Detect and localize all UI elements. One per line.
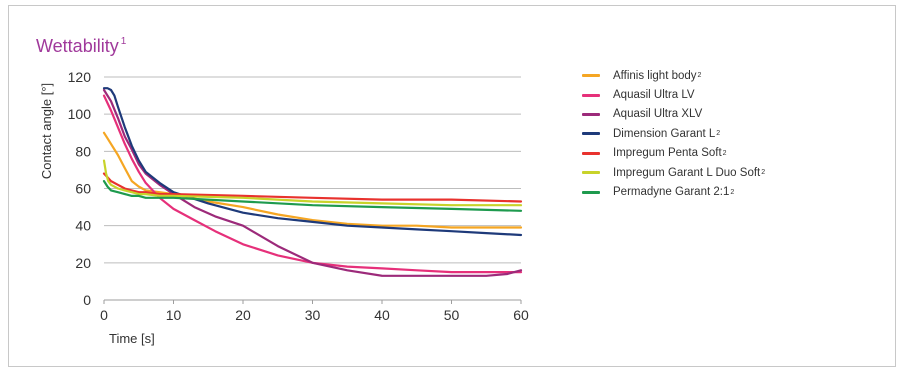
- legend-item: Impregum Garant L Duo Soft 2: [582, 163, 765, 182]
- y-tick-label: 40: [75, 218, 91, 234]
- legend-item: Aquasil Ultra XLV: [582, 105, 765, 124]
- legend-item: Affinis light body 2: [582, 66, 765, 85]
- x-tick-label: 10: [166, 307, 182, 323]
- legend-label: Permadyne Garant 2:1: [613, 186, 730, 199]
- x-tick-label: 30: [305, 307, 321, 323]
- series-line-3: [102, 87, 523, 237]
- legend-item: Impregum Penta Soft 2: [582, 144, 765, 163]
- legend-label: Aquasil Ultra LV: [613, 89, 695, 102]
- legend-footnote: 2: [722, 149, 727, 157]
- chart-title-footnote: 1: [120, 36, 127, 47]
- legend-swatch: [582, 93, 600, 97]
- x-tick-label: 20: [235, 307, 251, 323]
- y-axis-label: Contact angle [°]: [39, 83, 54, 179]
- chart-frame: [8, 5, 896, 367]
- series-line-4: [102, 172, 523, 203]
- x-tick-label: 60: [513, 307, 529, 323]
- legend-footnote: 2: [697, 72, 702, 80]
- series-line-5: [102, 159, 523, 207]
- y-tick-label: 0: [83, 292, 91, 308]
- y-tick-label: 80: [75, 143, 91, 159]
- y-tick-label: 120: [68, 69, 92, 85]
- y-tick-label: 100: [68, 106, 92, 122]
- axes: 0 20 40 60 80 100 120 0 10 20 30 40 50 60: [68, 69, 529, 323]
- legend-footnote: 2: [716, 130, 721, 138]
- x-tick-label: 0: [100, 307, 108, 323]
- legend-footnote: 2: [730, 188, 735, 196]
- x-tick-label: 40: [374, 307, 390, 323]
- legend-swatch: [582, 132, 600, 136]
- x-axis-label: Time [s]: [109, 331, 155, 346]
- legend-swatch: [582, 74, 600, 78]
- legend-label: Impregum Penta Soft: [613, 147, 722, 160]
- legend-label: Affinis light body: [613, 69, 697, 82]
- legend-label: Dimension Garant L: [613, 127, 716, 140]
- legend: Affinis light body 2 Aquasil Ultra LV Aquas…: [582, 66, 765, 202]
- legend-item: Permadyne Garant 2:1 2: [582, 182, 765, 201]
- x-tick-label: 50: [444, 307, 460, 323]
- series-line-6: [102, 180, 523, 212]
- y-tick-label: 60: [75, 181, 91, 197]
- legend-label: Aquasil Ultra XLV: [613, 108, 703, 121]
- legend-swatch: [582, 190, 600, 194]
- series-line-2: [102, 88, 523, 277]
- legend-label: Impregum Garant L Duo Soft: [613, 166, 761, 179]
- y-tick-label: 20: [75, 255, 91, 271]
- legend-swatch: [582, 151, 600, 155]
- chart-title-block: Wettability 1: [36, 36, 126, 57]
- gridlines: [104, 76, 521, 264]
- legend-footnote: 2: [761, 169, 766, 177]
- chart-title: Wettability: [36, 36, 119, 56]
- legend-swatch: [582, 112, 600, 116]
- series-line-1: [102, 94, 523, 274]
- series-line-0: [102, 131, 523, 229]
- legend-swatch: [582, 171, 600, 175]
- legend-item: Aquasil Ultra LV: [582, 85, 765, 104]
- series-lines: [102, 87, 523, 277]
